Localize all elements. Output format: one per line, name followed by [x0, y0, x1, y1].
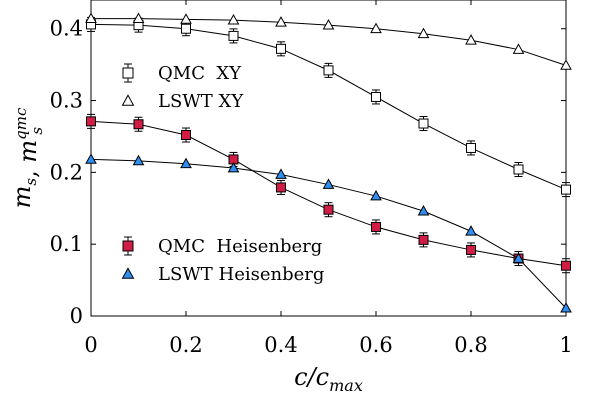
data-point: [322, 18, 335, 30]
data-point: [181, 130, 191, 141]
data-point: [418, 234, 429, 245]
data-point: [465, 34, 477, 45]
axes: 0 0.2 0.4 0.6 0.8 1 0 0.1 0.2 0.3 0.4: [50, 0, 573, 357]
data-point: [323, 204, 334, 215]
data-point: [466, 244, 476, 255]
data-point: [371, 221, 381, 232]
data-point: [466, 142, 476, 153]
data-point: [560, 301, 572, 313]
y-axis-label: ms, mqmcs: [8, 107, 46, 208]
y-tick-label: 0.4: [50, 17, 83, 41]
data-point: [512, 252, 525, 263]
series-layer: [85, 12, 572, 313]
x-axis-label: c/cmax: [294, 363, 363, 393]
data-point: [417, 204, 430, 216]
data-point: [276, 43, 286, 54]
legend-label: LSWT XY: [158, 91, 244, 112]
x-tick-label: 0.8: [454, 333, 487, 357]
x-tick-label: 0.6: [359, 333, 392, 357]
x-tick-label: 0.4: [264, 333, 297, 357]
data-point: [181, 23, 191, 34]
data-point: [513, 164, 524, 175]
data-point: [323, 65, 334, 76]
data-point: [85, 153, 97, 164]
x-tick-label: 0.2: [169, 333, 202, 357]
data-point: [275, 168, 287, 179]
series-2: [85, 12, 572, 70]
data-point: [132, 154, 145, 166]
y-tick-label: 0.2: [50, 160, 83, 184]
data-point: [180, 13, 192, 24]
y-tick-label: 0: [70, 304, 83, 328]
data-point: [371, 91, 381, 102]
series-3: [86, 113, 571, 274]
data-point: [370, 22, 382, 34]
legend-marker: [121, 94, 135, 106]
data-point: [227, 161, 240, 173]
data-point: [512, 43, 525, 54]
x-tick-label: 1: [559, 333, 572, 357]
legend-marker: [122, 240, 134, 252]
data-point: [180, 157, 192, 169]
data-point: [417, 27, 430, 39]
legend-marker: [121, 267, 135, 279]
data-point: [370, 189, 382, 201]
legend-marker: [122, 67, 134, 79]
legend-label: QMC XY: [158, 63, 242, 84]
legend: QMC XY LSWT XY QMC Heisenberg LSWT Heisenbe…: [121, 63, 324, 285]
series-4: [85, 153, 572, 313]
legend-upper-left: QMC XY LSWT XY: [121, 63, 244, 112]
data-point: [561, 184, 571, 195]
x-tick-label: 0: [84, 333, 97, 357]
data-point: [85, 12, 97, 24]
legend-lower-left: QMC Heisenberg LSWT Heisenberg: [121, 236, 324, 285]
y-tick-label: 0.1: [50, 232, 83, 256]
data-point: [418, 118, 429, 129]
data-point: [132, 12, 145, 24]
data-point: [322, 178, 335, 189]
data-point: [276, 182, 286, 193]
series-1: [86, 16, 571, 198]
data-point: [275, 16, 287, 27]
data-point: [86, 116, 96, 127]
data-point: [228, 30, 239, 41]
data-point: [227, 13, 240, 25]
data-point: [465, 225, 477, 236]
data-point: [560, 59, 572, 70]
data-point: [561, 260, 571, 271]
legend-label: LSWT Heisenberg: [158, 264, 324, 285]
y-tick-label: 0.3: [50, 89, 83, 113]
data-point: [133, 119, 144, 130]
legend-label: QMC Heisenberg: [158, 236, 322, 257]
